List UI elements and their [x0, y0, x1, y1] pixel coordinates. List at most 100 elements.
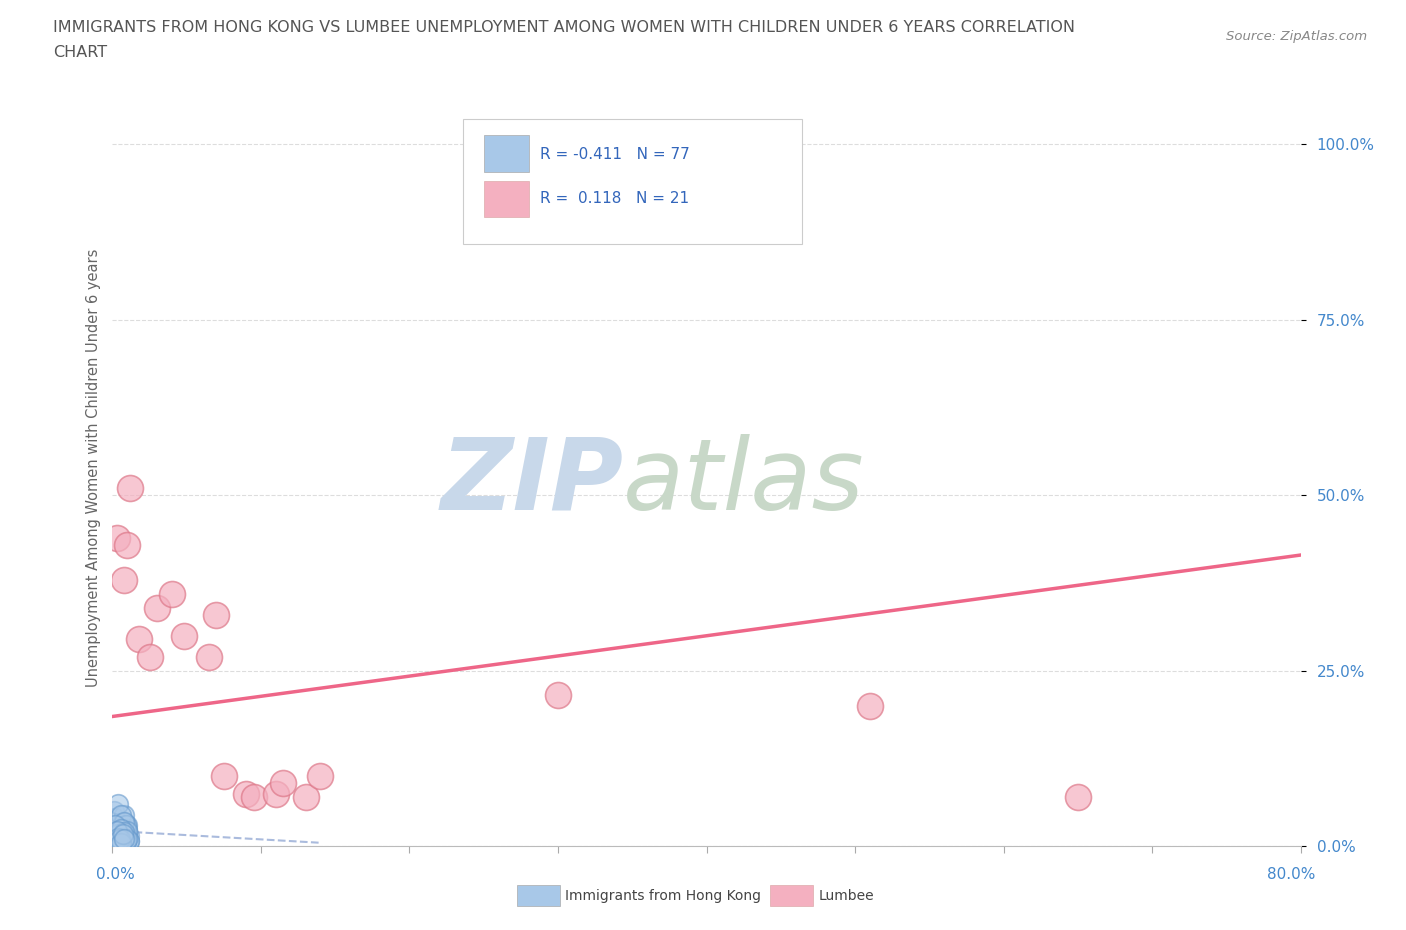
Point	[108, 831, 131, 846]
Point	[212, 769, 235, 784]
Point	[111, 817, 134, 832]
Point	[103, 831, 125, 846]
Point	[110, 821, 132, 836]
Point	[108, 830, 131, 845]
Point	[105, 826, 128, 841]
Y-axis label: Unemployment Among Women with Children Under 6 years: Unemployment Among Women with Children U…	[86, 248, 101, 686]
Point	[105, 829, 128, 844]
Point	[205, 607, 228, 622]
Point	[110, 829, 132, 844]
Point	[108, 835, 131, 850]
Point	[115, 821, 138, 836]
Point	[309, 769, 332, 784]
Point	[112, 821, 135, 836]
Text: atlas: atlas	[623, 434, 865, 531]
Point	[108, 829, 131, 844]
Point	[111, 831, 134, 846]
Text: CHART: CHART	[53, 45, 107, 60]
Point	[146, 600, 169, 615]
Point	[117, 829, 139, 844]
Point	[120, 481, 142, 496]
Point	[110, 835, 132, 850]
Point	[117, 817, 139, 832]
Point	[104, 817, 127, 832]
Point	[112, 807, 135, 822]
Text: 0.0%: 0.0%	[96, 867, 135, 882]
Point	[112, 825, 135, 840]
Text: 80.0%: 80.0%	[1267, 867, 1315, 882]
Point	[107, 826, 129, 841]
Text: R =  0.118   N = 21: R = 0.118 N = 21	[540, 191, 689, 206]
Point	[118, 829, 141, 844]
Point	[105, 823, 128, 838]
Text: ZIP: ZIP	[440, 434, 623, 531]
Text: R = -0.411   N = 77: R = -0.411 N = 77	[540, 147, 690, 162]
Point	[198, 649, 221, 664]
Point	[104, 835, 127, 850]
Point	[104, 817, 127, 832]
Point	[108, 825, 131, 840]
Point	[112, 833, 135, 848]
Point	[115, 829, 138, 844]
Point	[115, 835, 138, 850]
Point	[111, 830, 134, 845]
Point	[235, 786, 257, 801]
FancyBboxPatch shape	[484, 180, 530, 218]
Point	[112, 815, 135, 830]
Point	[103, 833, 125, 848]
Text: Immigrants from Hong Kong: Immigrants from Hong Kong	[565, 888, 761, 903]
Point	[103, 804, 125, 818]
FancyBboxPatch shape	[463, 119, 801, 244]
Text: IMMIGRANTS FROM HONG KONG VS LUMBEE UNEMPLOYMENT AMONG WOMEN WITH CHILDREN UNDER: IMMIGRANTS FROM HONG KONG VS LUMBEE UNEM…	[53, 20, 1076, 35]
Point	[111, 826, 134, 841]
Point	[128, 631, 150, 646]
Point	[104, 829, 127, 844]
Point	[117, 538, 139, 552]
Point	[103, 831, 125, 846]
Point	[112, 815, 135, 830]
Point	[115, 833, 138, 848]
Point	[110, 807, 132, 822]
Point	[173, 629, 195, 644]
Point	[115, 831, 138, 846]
Point	[105, 530, 128, 545]
Point	[160, 586, 183, 601]
Point	[242, 790, 264, 804]
Text: Source: ZipAtlas.com: Source: ZipAtlas.com	[1226, 30, 1367, 43]
Point	[107, 830, 129, 845]
Point	[107, 825, 129, 840]
Point	[110, 835, 132, 850]
Point	[264, 786, 287, 801]
Point	[117, 830, 139, 845]
Point	[111, 821, 134, 836]
Point	[104, 835, 127, 850]
Point	[105, 823, 128, 838]
Point	[108, 831, 131, 846]
Point	[105, 833, 128, 848]
Text: Lumbee: Lumbee	[818, 888, 875, 903]
Point	[117, 823, 139, 838]
Point	[105, 833, 128, 848]
Point	[117, 821, 139, 836]
Point	[859, 698, 882, 713]
Point	[112, 831, 135, 846]
Point	[110, 830, 132, 845]
Point	[105, 825, 128, 840]
Point	[115, 826, 138, 841]
Point	[294, 790, 316, 804]
Point	[271, 776, 294, 790]
Point	[112, 572, 135, 587]
Point	[117, 831, 139, 846]
Point	[117, 829, 139, 844]
Point	[138, 649, 160, 664]
Point	[118, 833, 141, 848]
Point	[108, 833, 131, 848]
Point	[104, 833, 127, 848]
Point	[104, 835, 127, 850]
Point	[111, 826, 134, 841]
Point	[107, 830, 129, 845]
Point	[107, 830, 129, 845]
Point	[107, 833, 129, 848]
Point	[111, 835, 134, 850]
Point	[111, 825, 134, 840]
